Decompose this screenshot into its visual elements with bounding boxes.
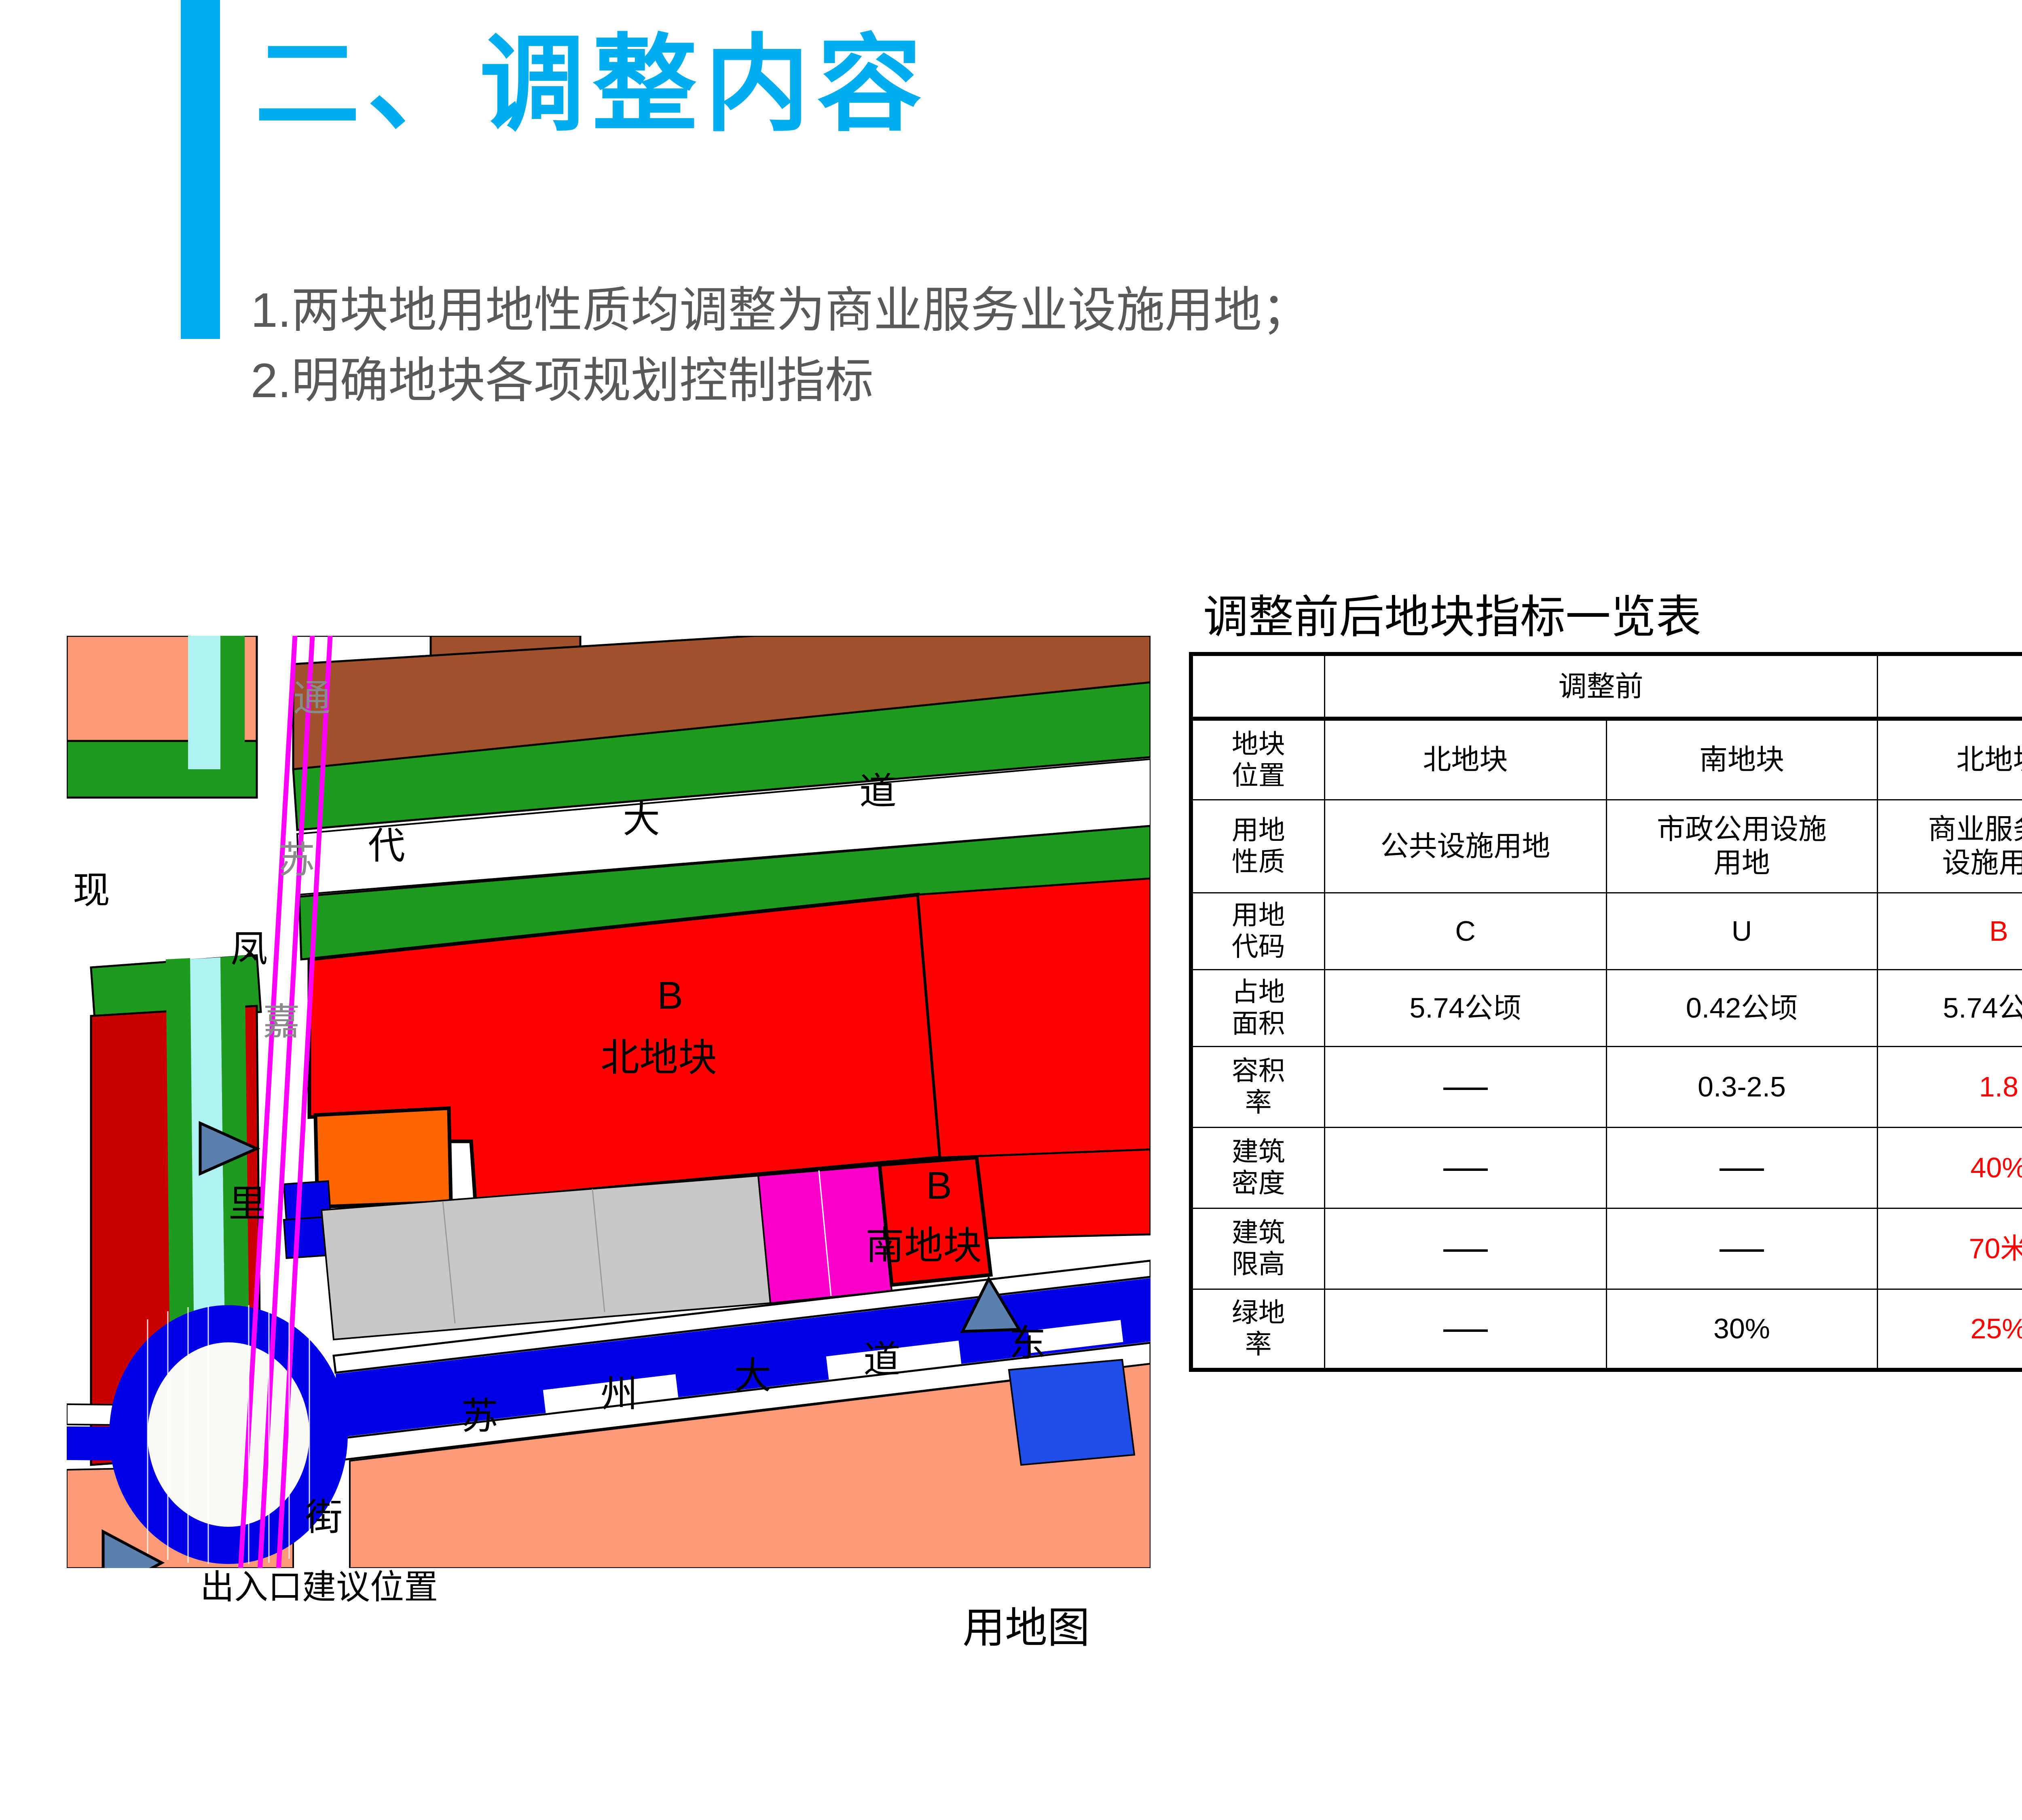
cell-far-after-north: 1.8: [1876, 1045, 2022, 1128]
parcel-south-code: B: [926, 1164, 952, 1207]
cell-green-before-north: [1324, 1288, 1607, 1372]
row-label-location: 地块 位置: [1189, 718, 1325, 800]
empty-dash: [1443, 1088, 1488, 1090]
map-label-jia-ghost: 嘉: [263, 1001, 300, 1043]
cell-area-before-south: 0.42公顷: [1605, 969, 1878, 1047]
row-label-green: 绿地率: [1189, 1288, 1325, 1372]
cell-height-after-north: 70米: [1876, 1207, 2022, 1290]
cell-nature-after-north: 商业服务业设施用地: [1876, 799, 2022, 893]
page-title: 二、调整内容: [255, 26, 929, 144]
bullet-item-1: 1.两块地用地性质均调整为商业服务业设施用地；: [251, 283, 1311, 337]
map-label-feng: 凤: [231, 929, 268, 970]
cell-code-before-north: C: [1324, 892, 1607, 970]
map-label-dai: 代: [368, 825, 406, 867]
cell-area-before-north: 5.74公顷: [1324, 969, 1607, 1047]
map-label-tong-ghost: 通: [293, 678, 331, 719]
cell-green-after-north: 25%: [1876, 1288, 2022, 1372]
table-corner-cell: [1189, 652, 1325, 721]
bullet-list: 1.两块地用地性质均调整为商业服务业设施用地； 2.明确地块各项规划控制指标: [251, 275, 1310, 416]
parcel-north-code: B: [657, 974, 683, 1017]
map-label-zhou: 州: [601, 1373, 638, 1415]
bullet-item-2: 2.明确地块各项规划控制指标: [251, 353, 874, 408]
map-label-dao: 道: [859, 771, 897, 812]
title-accent-bar: [181, 0, 220, 339]
empty-dash: [1443, 1168, 1488, 1171]
map-label-dao2: 道: [863, 1339, 901, 1380]
cell-code-after-north: B: [1876, 892, 2022, 970]
cell-height-before-south: [1605, 1207, 1878, 1290]
map-label-li: 里: [228, 1183, 266, 1225]
empty-dash: [1720, 1249, 1764, 1252]
cell-green-before-south: 30%: [1605, 1288, 1878, 1372]
land-use-map: 现 代 大 道 通 苏 嘉 凤 里 街 苏 州 大 道 东 B 北地块 B 南地…: [67, 636, 1151, 1606]
table-title: 调整前后地块指标一览表: [1203, 592, 1701, 642]
cell-height-before-north: [1324, 1207, 1607, 1290]
map-label-dong: 东: [1009, 1323, 1047, 1364]
cell-code-before-south: U: [1605, 892, 1878, 970]
cell-nature-before-south: 市政公用设施 用地: [1605, 799, 1878, 893]
legend-label: 出入口建议位置: [200, 1568, 438, 1606]
cell-area-after-north: 5.74公顷: [1876, 969, 2022, 1047]
group-header-after: 调整后: [1876, 652, 2022, 721]
map-label-da: 大: [623, 799, 660, 840]
cell-location-after-north: 北地块: [1876, 718, 2022, 800]
cell-location-before-south: 南地块: [1605, 718, 1878, 800]
map-svg: [67, 636, 1151, 1568]
row-label-far: 容积率: [1189, 1045, 1325, 1128]
group-header-before: 调整前: [1324, 652, 1878, 721]
row-label-height: 建筑 限高: [1189, 1207, 1325, 1290]
parcel-south-name: 南地块: [865, 1224, 982, 1268]
cell-location-before-north: 北地块: [1324, 718, 1607, 800]
map-label-su: 苏: [461, 1396, 499, 1437]
row-label-density: 建筑 密度: [1189, 1126, 1325, 1209]
table-row-green: 绿地率 30% 25% 20%: [1189, 1288, 2022, 1372]
cell-density-after-north: 40%: [1876, 1126, 2022, 1209]
row-label-nature: 用地 性质: [1189, 799, 1325, 893]
cell-density-before-south: [1605, 1126, 1878, 1209]
map-label-da2: 大: [734, 1355, 772, 1397]
map-label-su-ghost: 苏: [278, 840, 315, 881]
empty-dash: [1443, 1329, 1488, 1332]
table-row-far: 容积率 0.3-2.5 1.8 1.8: [1189, 1045, 2022, 1128]
table-group-header-row: 调整前 调整后: [1189, 652, 2022, 721]
empty-dash: [1720, 1168, 1764, 1171]
cell-far-before-north: [1324, 1045, 1607, 1128]
map-caption: 用地图: [962, 1604, 1090, 1652]
row-label-code: 用地 代码: [1189, 892, 1325, 970]
cell-nature-before-north: 公共设施用地: [1324, 799, 1607, 893]
empty-dash: [1443, 1249, 1488, 1252]
parcel-north-name: 北地块: [601, 1036, 717, 1079]
cell-density-before-north: [1324, 1126, 1607, 1209]
map-label-jie: 街: [305, 1497, 343, 1538]
row-label-area: 占地 面积: [1189, 969, 1325, 1047]
map-label-xian: 现: [73, 870, 110, 911]
cell-far-before-south: 0.3-2.5: [1605, 1045, 1878, 1128]
